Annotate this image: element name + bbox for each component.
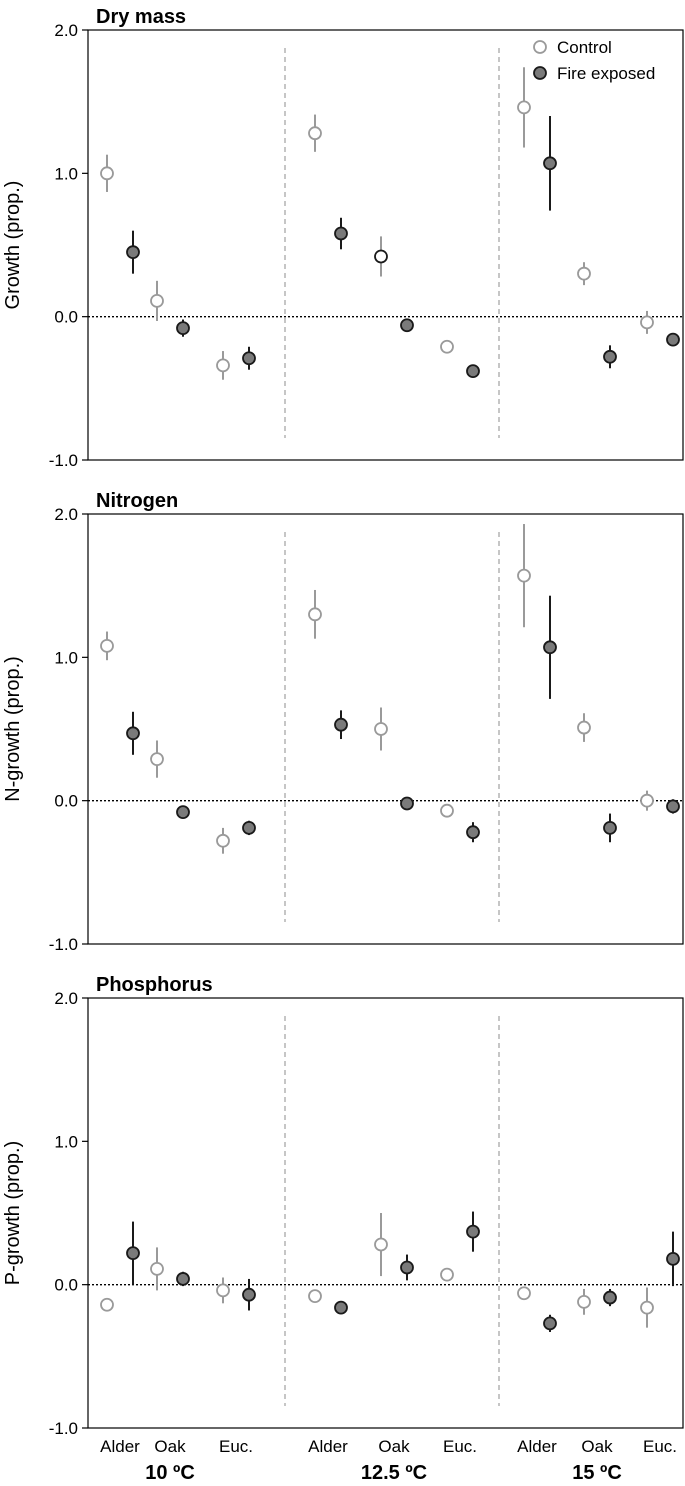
data-point: [440, 339, 454, 354]
x-category-label: Alder: [517, 1437, 557, 1456]
data-point: [176, 321, 190, 336]
data-point: [242, 821, 256, 835]
data-point: [577, 266, 591, 281]
y-tick-label: 0.0: [54, 308, 78, 327]
y-tick-label: 1.0: [54, 164, 78, 183]
panel-3: 2.0 1.0 0.0 -1.0 Phosphorus P-growth (prop.): [2, 974, 684, 1438]
data-point: [640, 1300, 654, 1315]
data-point: [126, 726, 140, 741]
plot-frame: [87, 997, 684, 1429]
data-point: [640, 793, 654, 808]
data-point: [100, 638, 114, 653]
data-point: [543, 156, 557, 171]
panel-title: Phosphorus: [96, 974, 213, 996]
panel-title: Nitrogen: [96, 490, 178, 512]
x-category-label: Alder: [308, 1437, 348, 1456]
y-axis-label: Growth (prop.): [2, 181, 24, 310]
legend-marker: [533, 40, 547, 54]
panel-title: Dry mass: [96, 6, 186, 28]
legend-entry: Control: [557, 38, 612, 57]
data-point: [466, 364, 480, 379]
y-tick-label: 2.0: [54, 989, 78, 1008]
legend-marker: [533, 66, 547, 80]
x-category-label: Oak: [378, 1437, 410, 1456]
x-category-label: Euc.: [219, 1437, 253, 1456]
data-point: [242, 1287, 256, 1302]
y-tick-label: 2.0: [54, 21, 78, 40]
data-point: [308, 1289, 322, 1304]
data-point: [150, 752, 164, 766]
data-point: [517, 1286, 531, 1301]
data-point: [517, 568, 531, 583]
data-point: [640, 315, 654, 330]
data-point: [242, 351, 256, 366]
data-point: [100, 166, 114, 181]
x-category-label: Euc.: [443, 1437, 477, 1456]
data-point: [666, 799, 680, 814]
data-point: [577, 1294, 591, 1309]
x-category-label: Oak: [581, 1437, 613, 1456]
data-point: [666, 332, 680, 347]
data-point: [466, 1224, 480, 1239]
data-point: [440, 1267, 454, 1282]
x-group-label: 10 ºC: [145, 1462, 195, 1484]
y-tick-label: -1.0: [49, 1419, 78, 1438]
x-group-label: 15 ºC: [572, 1462, 622, 1484]
plot-frame: [87, 513, 684, 945]
panel-1: 2.0 1.0 0.0 -1.0 Dry mass Growth (prop.) Contr…: [2, 6, 684, 470]
y-tick-label: 1.0: [54, 648, 78, 667]
y-axis-label: N-growth (prop.): [2, 656, 24, 802]
data-point: [150, 1262, 164, 1276]
data-point: [666, 1251, 680, 1266]
data-point: [216, 833, 230, 848]
data-point: [126, 245, 140, 260]
data-point: [466, 825, 480, 840]
data-point: [603, 821, 617, 835]
y-tick-label: -1.0: [49, 935, 78, 954]
data-point: [126, 1246, 140, 1261]
data-point: [334, 717, 348, 732]
data-point: [543, 640, 557, 655]
data-point: [176, 805, 190, 820]
data-point: [150, 293, 164, 308]
y-tick-label: 2.0: [54, 505, 78, 524]
data-point: [334, 1300, 348, 1315]
y-tick-label: 0.0: [54, 792, 78, 811]
data-point: [400, 796, 414, 811]
plot-frame: [87, 29, 684, 461]
data-point: [308, 607, 322, 622]
x-group-label: 12.5 ºC: [361, 1462, 427, 1484]
data-point: [400, 318, 414, 333]
data-point: [308, 126, 322, 141]
x-category-label: Oak: [154, 1437, 186, 1456]
data-point: [603, 349, 617, 364]
data-point: [577, 720, 591, 735]
data-point: [517, 100, 531, 115]
x-category-label: Euc.: [643, 1437, 677, 1456]
legend-entry: Fire exposed: [557, 64, 655, 83]
panel-2: 2.0 1.0 0.0 -1.0 Nitrogen N-growth (prop.): [2, 490, 684, 954]
data-point: [543, 1316, 557, 1331]
y-tick-label: -1.0: [49, 451, 78, 470]
y-tick-label: 1.0: [54, 1132, 78, 1151]
y-tick-label: 0.0: [54, 1276, 78, 1295]
data-point: [216, 1283, 230, 1298]
data-point: [176, 1272, 190, 1286]
y-axis-label: P-growth (prop.): [2, 1141, 24, 1286]
data-point: [374, 249, 388, 264]
data-point: [374, 722, 388, 736]
data-point: [334, 226, 348, 241]
data-point: [216, 358, 230, 373]
data-point: [400, 1260, 414, 1275]
data-point: [374, 1237, 388, 1252]
data-point: [603, 1290, 617, 1305]
data-point: [100, 1297, 114, 1312]
data-point: [440, 803, 454, 818]
x-category-label: Alder: [100, 1437, 140, 1456]
